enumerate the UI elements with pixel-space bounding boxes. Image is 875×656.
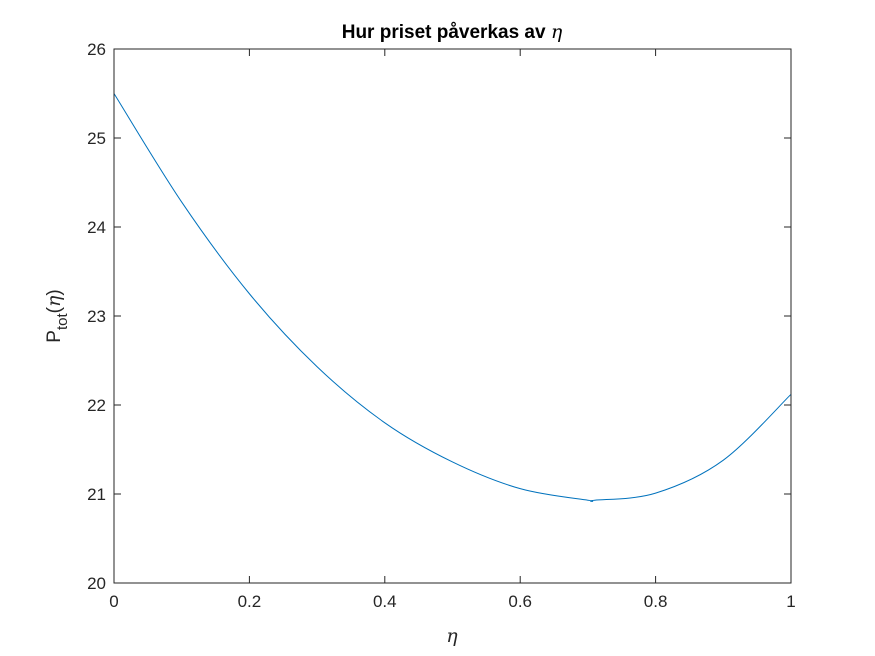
y-axis-label-open: ( <box>44 306 65 313</box>
series-line-0 <box>113 93 792 502</box>
y-tick-label: 22 <box>87 396 106 415</box>
x-axis-ticks: 0 0.2 0.4 0.6 0.8 1 <box>109 49 796 611</box>
x-axis-label: η <box>446 625 458 647</box>
x-tick-label: 0.6 <box>508 592 532 611</box>
y-axis-label-close: ) <box>44 289 65 295</box>
plot-area <box>114 49 791 583</box>
y-tick-label: 24 <box>87 218 106 237</box>
y-axis-label-subscript: tot <box>54 313 71 331</box>
y-axis-ticks: 20 21 22 23 24 25 26 <box>87 40 791 593</box>
y-axis-label-base: P <box>44 330 65 343</box>
y-tick-label: 20 <box>87 574 106 593</box>
plot-frame <box>113 48 792 584</box>
x-tick-label: 0.8 <box>644 592 668 611</box>
x-tick-label: 1 <box>786 592 795 611</box>
x-tick-label: 0.2 <box>238 592 262 611</box>
svg-text:Ptot(η): Ptot(η) <box>43 289 71 342</box>
series-layer <box>113 93 792 502</box>
y-tick-label: 21 <box>87 485 106 504</box>
y-tick-label: 23 <box>87 307 106 326</box>
y-tick-label: 26 <box>87 40 106 59</box>
chart-title-text: Hur priset påverkas av <box>342 22 546 43</box>
chart-title: Hur priset påverkas av η <box>342 21 563 43</box>
chart-title-symbol: η <box>551 21 563 43</box>
y-axis-label-symbol: η <box>43 295 65 307</box>
y-tick-label: 25 <box>87 129 106 148</box>
x-tick-label: 0 <box>109 592 118 611</box>
y-axis-label: Ptot(η) <box>43 289 71 342</box>
x-tick-label: 0.4 <box>373 592 397 611</box>
